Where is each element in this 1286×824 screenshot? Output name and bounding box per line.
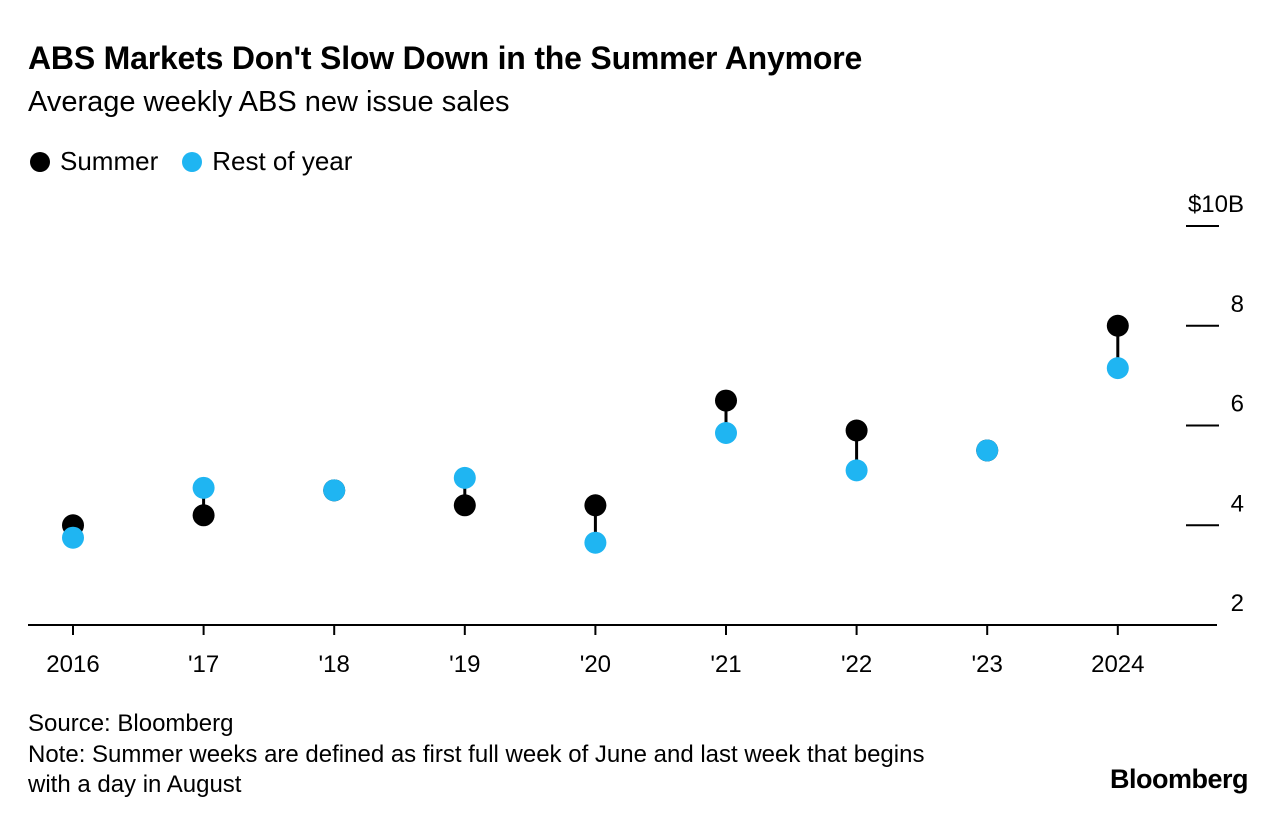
bloomberg-logo: Bloomberg (1109, 764, 1249, 794)
summer-dot (1106, 314, 1129, 337)
summer-dot (715, 389, 737, 412)
rest-of-year-dot (62, 526, 84, 549)
x-tick-label: '17 (188, 651, 219, 678)
rest-of-year-dot (845, 459, 868, 482)
y-tick-label: 2 (1231, 590, 1244, 617)
summer-dot (192, 504, 215, 527)
chart-subtitle: Average weekly ABS new issue sales (28, 86, 510, 118)
y-tick-label: $10B (1188, 191, 1244, 218)
legend-rest-dot-icon (182, 151, 203, 172)
x-tick-label: '22 (841, 651, 872, 678)
rest-of-year-dot (323, 479, 346, 502)
rest-of-year-dot (453, 466, 476, 489)
x-tick-label: 2016 (46, 651, 99, 678)
x-tick-label: '19 (449, 651, 480, 678)
summer-dot (584, 494, 607, 517)
x-tick-label: '18 (319, 651, 350, 678)
rest-of-year-dot (192, 476, 215, 499)
x-tick-label: '20 (580, 651, 611, 678)
y-tick-label: 4 (1231, 490, 1244, 517)
y-tick-label: 6 (1231, 391, 1244, 418)
source-note: Source: Bloomberg (28, 710, 234, 737)
legend-item-rest: Rest of year (182, 146, 352, 177)
summer-dot (845, 419, 868, 442)
legend-summer-label: Summer (60, 146, 159, 176)
x-tick-label: 2024 (1091, 651, 1144, 678)
legend: Summer Rest of year (30, 146, 376, 177)
rest-of-year-dot (976, 439, 999, 462)
legend-rest-label: Rest of year (212, 146, 353, 176)
summer-dot (453, 494, 476, 517)
rest-of-year-dot (715, 421, 737, 444)
legend-item-summer: Summer (30, 146, 158, 177)
rest-of-year-dot (584, 531, 607, 554)
legend-summer-dot-icon (30, 151, 50, 172)
chart-title: ABS Markets Don't Slow Down in the Summe… (28, 40, 863, 76)
footnote: Note: Summer weeks are defined as first … (28, 741, 925, 798)
x-tick-label: '21 (710, 651, 741, 678)
rest-of-year-dot (1106, 357, 1129, 380)
x-tick-label: '23 (972, 651, 1003, 678)
y-tick-label: 8 (1231, 291, 1244, 318)
